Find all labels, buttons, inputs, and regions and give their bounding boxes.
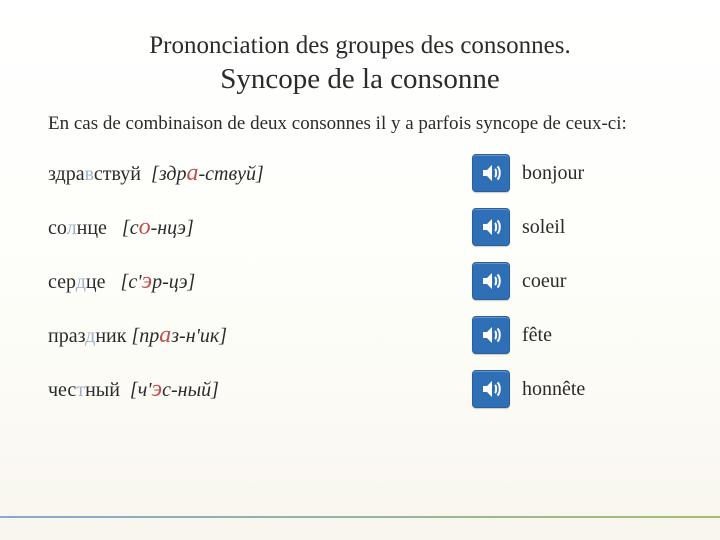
french-translation: fête (522, 324, 672, 347)
bottom-divider (0, 516, 720, 518)
ru-dropped: д (85, 325, 95, 347)
example-row: здравствуй [здра-ствуй] bonjour (48, 154, 672, 192)
speaker-icon[interactable] (472, 262, 510, 300)
ru-pre: здра (48, 163, 85, 185)
russian-block: честный [ч'эс-ный] (48, 376, 462, 403)
tr-post: -нцэ (151, 217, 186, 239)
tr-open: [ (130, 379, 138, 401)
tr-pre: здр (159, 163, 187, 185)
tr-post: з-н'ик (171, 325, 219, 347)
french-translation: honnête (522, 378, 672, 401)
tr-stress: а (186, 160, 198, 186)
tr-post: -ствуй (198, 163, 256, 185)
tr-stress: э (152, 376, 163, 402)
speaker-icon[interactable] (472, 154, 510, 192)
tr-open: [ (151, 163, 159, 185)
french-translation: bonjour (522, 162, 672, 185)
tr-close: ] (256, 163, 264, 185)
tr-pre: пр (139, 325, 159, 347)
russian-block: здравствуй [здра-ствуй] (48, 160, 462, 187)
ru-pre: чес (48, 379, 76, 401)
example-row: честный [ч'эс-ный] honnête (48, 370, 672, 408)
french-translation: coeur (522, 270, 672, 293)
example-rows: здравствуй [здра-ствуй] bonjour солнце [… (48, 154, 672, 408)
french-translation: soleil (522, 216, 672, 239)
slide: Prononciation des groupes des consonnes.… (0, 0, 720, 540)
tr-pre: с (130, 217, 139, 239)
ru-pre: сер (48, 271, 76, 293)
russian-block: сердце [с'эр-цэ] (48, 268, 462, 295)
tr-stress: о (139, 214, 151, 240)
tr-post: с-ный (162, 379, 211, 401)
tr-open: [ (122, 217, 130, 239)
tr-pre: ч' (138, 379, 152, 401)
ru-post: це (86, 271, 106, 293)
slide-title: Prononciation des groupes des consonnes.… (48, 30, 672, 98)
russian-block: солнце [со-нцэ] (48, 214, 462, 241)
ru-post: нце (77, 217, 107, 239)
tr-post: р-цэ (152, 271, 187, 293)
ru-dropped: т (76, 379, 85, 401)
ru-pre: со (48, 217, 67, 239)
ru-dropped: в (85, 163, 94, 185)
russian-block: праздник [праз-н'ик] (48, 322, 462, 349)
tr-close: ] (186, 217, 194, 239)
title-line-2: Syncope de la consonne (48, 61, 672, 97)
tr-close: ] (211, 379, 219, 401)
speaker-icon[interactable] (472, 316, 510, 354)
title-line-1: Prononciation des groupes des consonnes. (48, 30, 672, 61)
example-row: сердце [с'эр-цэ] coeur (48, 262, 672, 300)
speaker-icon[interactable] (472, 370, 510, 408)
ru-dropped: л (67, 217, 77, 239)
ru-pre: праз (48, 325, 85, 347)
ru-post: ный (85, 379, 120, 401)
intro-text: En cas de combinaison de deux consonnes … (48, 112, 672, 137)
example-row: праздник [праз-н'ик] fête (48, 316, 672, 354)
ru-post: ник (95, 325, 126, 347)
example-row: солнце [со-нцэ] soleil (48, 208, 672, 246)
tr-close: ] (188, 271, 196, 293)
tr-pre: с' (128, 271, 141, 293)
ru-post: ствуй (94, 163, 141, 185)
tr-close: ] (219, 325, 227, 347)
tr-stress: а (159, 322, 171, 348)
ru-dropped: д (76, 271, 86, 293)
tr-stress: э (141, 268, 152, 294)
speaker-icon[interactable] (472, 208, 510, 246)
